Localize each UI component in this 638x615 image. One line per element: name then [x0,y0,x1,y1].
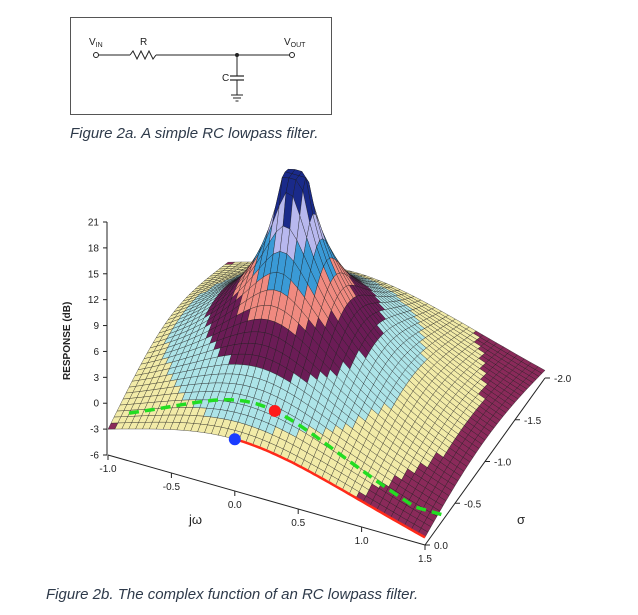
rc-circuit-diagram: VIN R C VOUT [89,37,306,102]
overlay-curves [128,398,447,539]
sigma-tick-label: -1.5 [524,416,542,427]
z-tick-label: 6 [93,347,99,358]
jw-tick-label: 0.0 [228,500,242,511]
z-axis-title: RESPONSE (dB) [62,302,73,380]
z-tick-label: -6 [90,451,99,462]
z-tick-labels: 21 18 15 12 9 6 3 0 -3 -6 [88,218,107,462]
jw-axis-title: jω [188,512,202,527]
surface-mesh [107,168,546,538]
cutoff-path-curve [128,398,447,518]
jw-tick-label: -1.0 [99,464,117,475]
jw-tick-label: 1.5 [418,554,432,565]
z-tick-label: 21 [88,218,100,229]
z-tick-label: 18 [88,243,100,254]
figure-2a-caption: Figure 2a. A simple RC lowpass filter. [70,125,319,142]
sigma-tick-labels: -2.0 -1.5 -1.0 -0.5 0.0 [425,374,572,552]
dc-point-marker [228,433,241,446]
z-tick-label: 15 [88,269,100,280]
figure-2b-caption: Figure 2b. The complex function of an RC… [46,586,419,603]
z-tick-label: 12 [88,295,100,306]
sigma-tick-label: -1.0 [494,458,512,469]
sigma-tick-label: -0.5 [464,499,482,510]
jw-tick-labels: -1.0 -0.5 0.0 0.5 1.0 1.5 [99,455,432,565]
jw-tick-label: -0.5 [163,482,181,493]
jw-axis-line [107,454,426,546]
vout-terminal [289,52,295,58]
vout-label: VOUT [284,37,306,49]
sigma-tick-label: -2.0 [554,374,572,385]
z-tick-label: 9 [93,321,99,332]
z-tick-label: 3 [93,373,99,384]
r-label: R [140,37,147,48]
jw-tick-label: 0.5 [291,518,305,529]
z-tick-label: -3 [90,425,99,436]
z-tick-label: 0 [93,399,99,410]
sigma-axis-title: σ [517,512,525,527]
vin-label: VIN [89,37,103,49]
jw-axis-response-curve [234,437,426,539]
resistor-symbol [129,49,157,61]
circuit-frame [70,17,332,115]
c-label: C [222,73,229,84]
sigma-tick-label: 0.0 [434,541,448,552]
cutoff-point-marker [268,404,281,417]
jw-tick-label: 1.0 [355,536,369,547]
